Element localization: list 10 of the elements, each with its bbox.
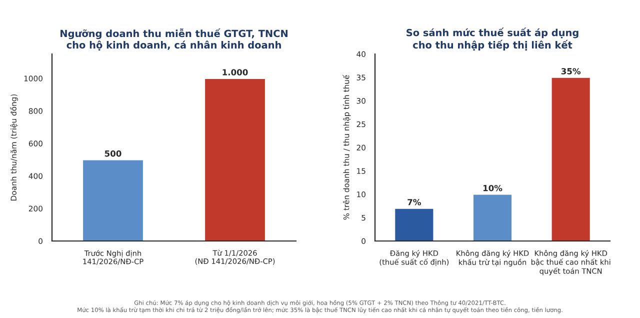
chart-title: So sánh mức thuế suất áp dụng cho thu nhập tiếp thị liên kết [406, 28, 578, 51]
bar [472, 194, 513, 241]
data-label: 1.000 [222, 69, 248, 76]
bar [394, 208, 434, 241]
data-label: 35% [561, 68, 581, 74]
data-label: 500 [104, 150, 122, 157]
data-label: 7% [408, 198, 421, 206]
chart-title: Ngưỡng doanh thu miễn thuế GTGT, TNCN cho hộ kinh doanh, cá nhân kinh doanh [60, 28, 288, 51]
bar [550, 76, 591, 241]
data-label: 10% [483, 184, 502, 192]
